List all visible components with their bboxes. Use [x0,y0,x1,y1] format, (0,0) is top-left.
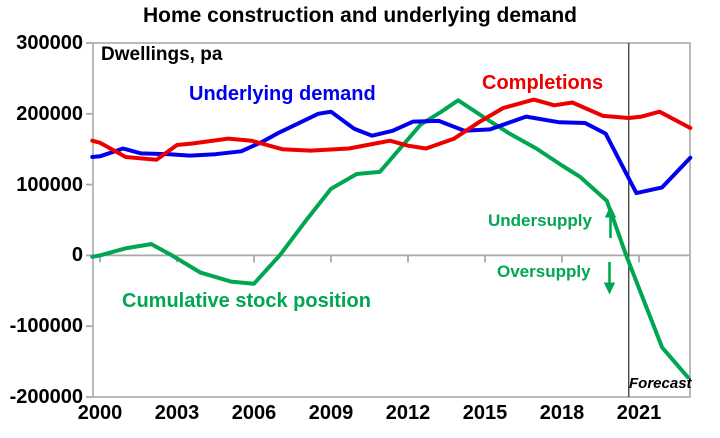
x-tick-label: 2015 [462,402,508,424]
series-label-completions: Completions [482,72,604,94]
x-tick-label: 2006 [231,402,277,424]
y-tick-label: 200000 [16,102,83,125]
x-tick-label: 2009 [308,402,354,424]
annotation-oversupply: Oversupply [497,262,591,281]
series-label-cumulative-stock-position: Cumulative stock position [122,290,371,312]
series-line-underlying-demand [90,109,693,196]
x-tick-label: 2003 [154,402,200,424]
annotation-undersupply: Undersupply [488,211,592,230]
series-line-completions [90,97,693,162]
y-tick-label: 100000 [16,173,83,196]
y-tick-label: -200000 [9,386,83,408]
unit-label: Dwellings, pa [101,44,223,65]
y-tick-label: 300000 [16,32,83,54]
y-tick-label: -100000 [9,315,83,338]
undersupply-arrow-icon [604,205,617,238]
series-label-underlying-demand: Underlying demand [189,83,376,105]
x-tick-label: 2000 [77,402,123,424]
x-tick-label: 2012 [385,402,431,424]
oversupply-arrow-icon [603,262,616,295]
series-line-cumulative-stock-position [90,98,690,380]
chart-title: Home construction and underlying demand [142,4,578,27]
x-tick-label: 2018 [539,402,585,424]
annotation-forecast: Forecast [629,375,692,392]
plot-border [92,42,691,398]
y-tick-label: 0 [71,244,83,267]
x-tick-label: 2021 [616,402,662,424]
